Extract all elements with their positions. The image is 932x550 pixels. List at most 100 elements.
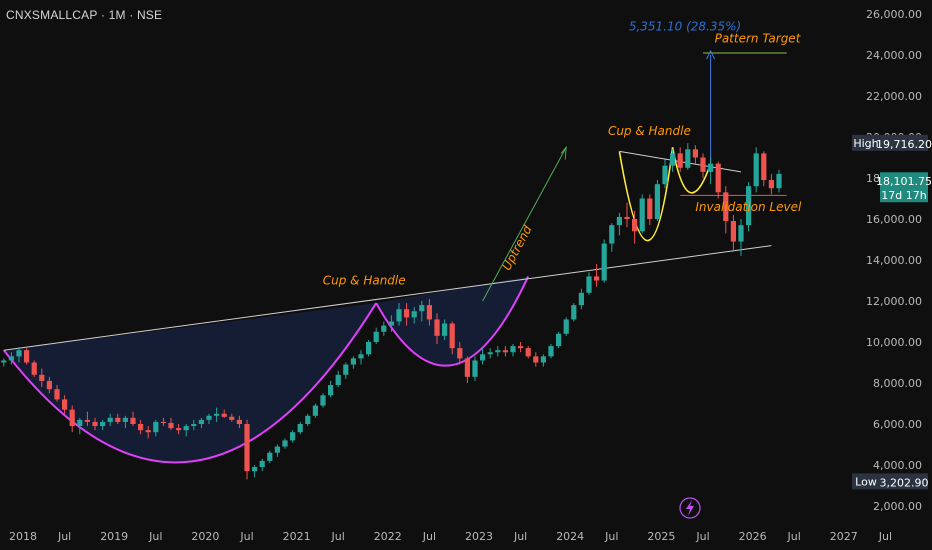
candle-body (624, 216, 630, 219)
candle-body (586, 276, 592, 293)
candle-body (556, 333, 562, 347)
time-tick-label: Jul (239, 530, 253, 543)
candle-body (654, 184, 660, 219)
price-axis[interactable]: 26,000.0024,000.0022,000.0020,000.0018,0… (866, 8, 922, 513)
candle-body (366, 342, 372, 355)
candle-body (274, 446, 280, 453)
high-badge-label (852, 134, 880, 151)
time-tick-label: Jul (57, 530, 71, 543)
candle-body (107, 417, 113, 422)
candle-body (457, 348, 463, 359)
candle-body (69, 409, 75, 427)
low-badge-value-text: 3,202.90 (880, 476, 929, 489)
time-tick-label: 2026 (739, 530, 767, 543)
candle-body (282, 440, 288, 447)
candle-body (761, 153, 767, 181)
time-tick-label: 2018 (9, 530, 37, 543)
time-tick-label: 2027 (830, 530, 858, 543)
price-tick-label: 24,000.00 (866, 49, 922, 62)
lightning-icon[interactable] (679, 497, 701, 519)
price-tick-label: 8,000.00 (873, 377, 922, 390)
cup-fill (3, 303, 377, 463)
candle-body (92, 421, 98, 427)
annotation-label: 5,351.10 (28.35%) (629, 19, 741, 33)
annotation-label: Pattern Target (715, 32, 802, 46)
candle-body (411, 311, 417, 318)
price-tick-label: 10,000.00 (866, 336, 922, 349)
ticker-title: CNXSMALLCAP · 1M · NSE (6, 8, 163, 22)
candle-body (290, 432, 296, 441)
cup-curve (3, 302, 378, 464)
time-tick-label: 2020 (191, 530, 219, 543)
uptrend-arrowhead (560, 145, 567, 160)
candle-body (639, 198, 645, 232)
time-tick-label: Jul (148, 530, 162, 543)
candle-body (153, 421, 159, 433)
candle-body (594, 276, 600, 281)
time-tick-label: 2021 (283, 530, 311, 543)
candle-body (472, 360, 478, 377)
annotation-label: Uptrend (499, 223, 534, 273)
candle-body (16, 350, 22, 357)
candle-body (214, 413, 220, 416)
time-tick-label: 2022 (374, 530, 402, 543)
candle-body (373, 331, 379, 342)
candle-body (39, 374, 45, 381)
annotation-label: Cup & Handle (608, 124, 691, 138)
time-tick-label: Jul (604, 530, 618, 543)
candle-body (259, 460, 265, 468)
high-badge-label-text: High (853, 137, 878, 150)
uptrend-arrow (482, 147, 567, 302)
candle-body (647, 198, 653, 219)
candle-body (206, 415, 212, 420)
candle-body (708, 163, 714, 172)
candle-body (563, 319, 569, 334)
candle-body (305, 415, 311, 424)
last-price-badge-text: 17d 17h (881, 189, 926, 202)
candle-body (145, 430, 151, 433)
candle-body (320, 395, 326, 406)
candle-body (160, 421, 166, 423)
candle-body (24, 350, 30, 363)
candle-body (510, 346, 516, 353)
candle-body (388, 321, 394, 326)
time-axis[interactable]: 2018 Jul 2019 Jul 2020 Jul 2021 Jul 2022 Jul 2023 J… (9, 530, 892, 543)
candle-body (138, 424, 144, 431)
candle-body (495, 350, 501, 353)
candle-body (54, 389, 60, 400)
candle-body (677, 153, 683, 168)
candle-body (229, 416, 235, 420)
candle-body (540, 356, 546, 363)
time-tick-label: 2023 (465, 530, 493, 543)
candle-body (350, 358, 356, 365)
candle-body (442, 323, 448, 336)
candle-body (335, 374, 341, 386)
time-tick-label: Jul (422, 530, 436, 543)
candle-body (533, 356, 539, 363)
candle-body (768, 180, 774, 189)
candle-body (62, 399, 68, 410)
time-tick-label: Jul (513, 530, 527, 543)
candle-body (221, 413, 227, 417)
candle-body (358, 354, 364, 359)
candle-body (776, 173, 782, 189)
time-tick-label: Jul (787, 530, 801, 543)
rim-trendline (3, 245, 772, 351)
last-price-badge-text: 18,101.75 (876, 175, 932, 188)
candle-body (183, 426, 189, 431)
candle-body (297, 424, 303, 433)
candle-body (1, 360, 7, 363)
candle-body (632, 219, 638, 232)
candle-body (77, 419, 83, 427)
small-handle-curve (671, 147, 712, 194)
handle-curve (375, 275, 530, 367)
candle-body (236, 419, 242, 424)
time-tick-label: 2025 (647, 530, 675, 543)
price-tick-label: 26,000.00 (866, 8, 922, 21)
candle-body (487, 352, 493, 355)
candle-body (525, 348, 531, 357)
candle-body (84, 419, 90, 422)
candle-body (130, 417, 136, 424)
price-tick-label: 2,000.00 (873, 500, 922, 513)
